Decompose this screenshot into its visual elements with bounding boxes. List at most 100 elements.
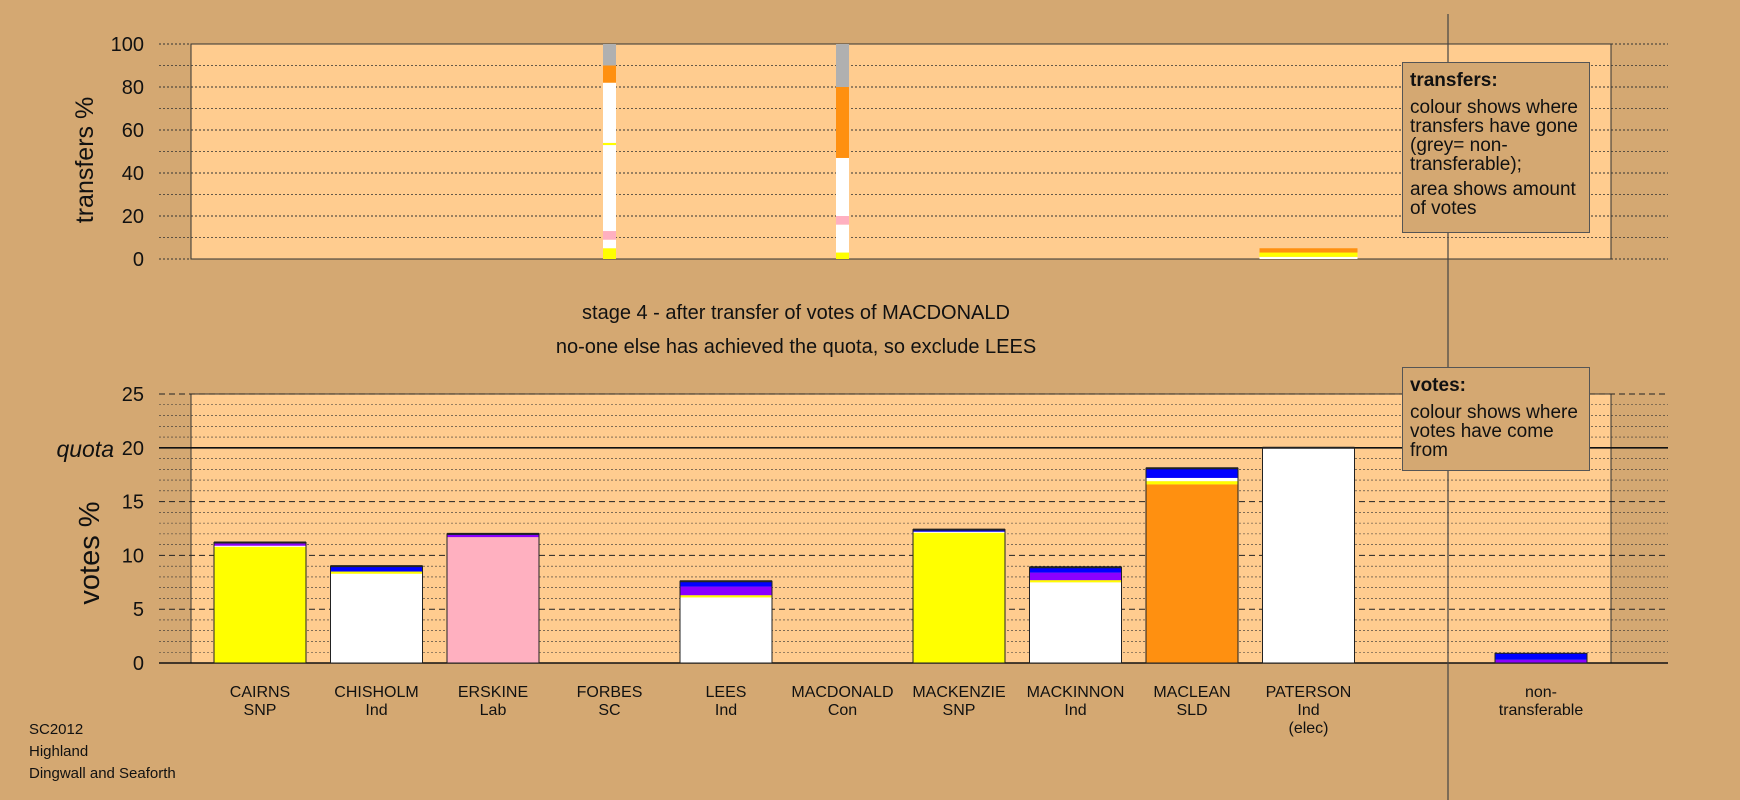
vote-segment bbox=[1029, 582, 1122, 663]
votes-panel bbox=[190, 393, 1612, 664]
votes-axis-title: votes % bbox=[74, 501, 106, 604]
vote-segment bbox=[214, 543, 306, 546]
vote-bar bbox=[1145, 467, 1239, 664]
transfers-tick-label: 0 bbox=[133, 249, 144, 271]
vote-bar bbox=[330, 565, 423, 664]
vote-segment bbox=[680, 595, 772, 598]
axis-labels: transfers % votes % quota stage 4 - afte… bbox=[56, 97, 1583, 737]
category-label-name: CHISHOLM bbox=[334, 684, 418, 701]
stage-subtitle: no-one else has achieved the quota, so e… bbox=[556, 336, 1036, 358]
vote-segment bbox=[913, 531, 1005, 533]
transfer-segment bbox=[603, 65, 616, 83]
category-label-party: Ind bbox=[1297, 702, 1319, 719]
category-label-name: CAIRNS bbox=[230, 684, 290, 701]
vote-segment bbox=[680, 597, 772, 663]
vote-segment bbox=[1146, 484, 1238, 663]
category-label-party: transferable bbox=[1499, 702, 1584, 719]
category-label-name: MACKENZIE bbox=[912, 684, 1005, 701]
vote-segment bbox=[1029, 580, 1122, 583]
footer-line-election: SC2012 bbox=[29, 721, 84, 738]
votes-legend-text: colour shows where votes have come from bbox=[1410, 402, 1578, 461]
transfer-segment bbox=[1259, 248, 1358, 253]
footer-line-region: Highland bbox=[29, 743, 89, 760]
vote-segment bbox=[214, 545, 306, 547]
category-label-party: SC bbox=[598, 702, 620, 719]
category-label-party: SNP bbox=[943, 702, 976, 719]
category-label-name: FORBES bbox=[577, 684, 643, 701]
category-label-name: non- bbox=[1525, 684, 1557, 701]
vote-segment bbox=[330, 571, 423, 574]
category-label-party: Ind bbox=[1064, 702, 1086, 719]
transfer-segment bbox=[836, 216, 849, 225]
transfers-tick-label: 40 bbox=[122, 163, 144, 185]
transfers-axis-title: transfers % bbox=[71, 97, 99, 223]
transfer-segment bbox=[836, 252, 849, 259]
vote-bar bbox=[446, 532, 540, 664]
votes-legend: votes: colour shows where votes have com… bbox=[1402, 367, 1590, 471]
transfer-column bbox=[603, 44, 616, 259]
vote-segment bbox=[1146, 477, 1238, 482]
transfer-column bbox=[836, 44, 849, 259]
vote-segment bbox=[214, 546, 306, 663]
category-label-party: Con bbox=[828, 702, 857, 719]
transfers-tick-label: 60 bbox=[122, 120, 144, 142]
category-label-party: Ind bbox=[365, 702, 387, 719]
category-label-party: Lab bbox=[480, 702, 507, 719]
category-label-name: MACKINNON bbox=[1027, 684, 1125, 701]
vote-segment bbox=[1262, 447, 1355, 663]
vote-bar bbox=[213, 541, 307, 664]
vote-bar bbox=[1494, 652, 1588, 664]
transfer-segment bbox=[836, 224, 849, 253]
vote-segment bbox=[1495, 653, 1587, 660]
transfers-legend: transfers: colour shows where transfers … bbox=[1402, 62, 1590, 233]
transfer-segment bbox=[1259, 256, 1358, 259]
vote-segment bbox=[447, 534, 539, 538]
category-label-party: SNP bbox=[244, 702, 277, 719]
category-label-name: MACDONALD bbox=[791, 684, 893, 701]
vote-segment bbox=[680, 581, 772, 587]
votes-tick-label: 0 bbox=[133, 653, 144, 675]
transfer-segment bbox=[836, 87, 849, 158]
transfers-legend-title: transfers: bbox=[1410, 70, 1498, 91]
vote-segment bbox=[913, 532, 1005, 663]
transfer-segment bbox=[603, 142, 616, 146]
vote-segment bbox=[1146, 481, 1238, 485]
transfer-segment bbox=[603, 239, 616, 249]
transfer-column bbox=[1259, 248, 1358, 259]
vote-bar bbox=[912, 528, 1006, 664]
transfers-tick-label: 80 bbox=[122, 77, 144, 99]
vote-segment bbox=[447, 537, 539, 663]
vote-segment bbox=[913, 529, 1005, 532]
transfer-segment bbox=[603, 44, 616, 66]
vote-segment bbox=[330, 573, 423, 663]
transfers-tick-label: 100 bbox=[111, 34, 144, 56]
votes-tick-label: 25 bbox=[122, 384, 144, 406]
transfer-segment bbox=[603, 82, 616, 143]
vote-bar bbox=[679, 580, 773, 664]
category-label-party: SLD bbox=[1176, 702, 1207, 719]
transfers-marks bbox=[603, 44, 1358, 259]
footer-line-constituency: Dingwall and Seaforth bbox=[29, 765, 176, 782]
vote-segment bbox=[1146, 468, 1238, 478]
category-label-name: PATERSON bbox=[1266, 684, 1352, 701]
constituency-footer: SC2012 Highland Dingwall and Seaforth bbox=[29, 719, 176, 785]
transfer-segment bbox=[1259, 252, 1358, 257]
transfer-segment bbox=[836, 157, 849, 216]
votes-tick-label: 20 bbox=[122, 438, 144, 460]
vote-segment bbox=[330, 566, 423, 572]
transfer-segment bbox=[603, 248, 616, 259]
votes-marks bbox=[213, 14, 1588, 800]
transfer-segment bbox=[603, 231, 616, 240]
transfer-segment bbox=[836, 44, 849, 87]
votes-tick-label: 5 bbox=[133, 599, 144, 621]
category-label-party: Ind bbox=[715, 702, 737, 719]
quota-label: quota bbox=[56, 436, 114, 462]
vote-segment bbox=[1029, 572, 1122, 581]
category-label-name: LEES bbox=[706, 684, 747, 701]
category-label-name: MACLEAN bbox=[1153, 684, 1230, 701]
votes-tick-label: 15 bbox=[122, 492, 144, 514]
transfers-tick-label: 20 bbox=[122, 206, 144, 228]
stage-title: stage 4 - after transfer of votes of MAC… bbox=[582, 302, 1010, 324]
votes-tick-label: 10 bbox=[122, 545, 144, 567]
